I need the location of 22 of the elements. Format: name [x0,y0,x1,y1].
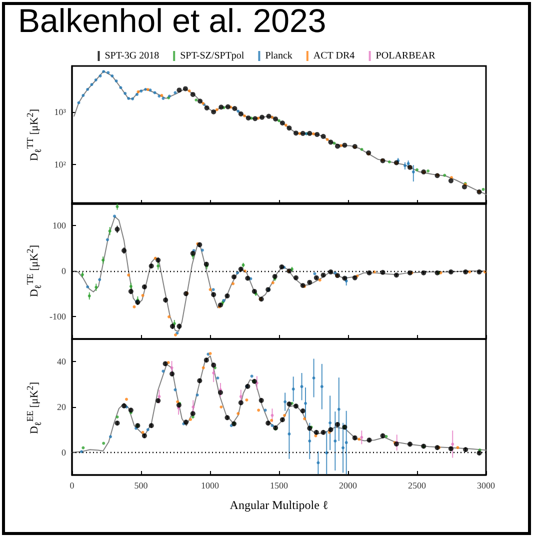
x-tick-label: 1000 [201,480,220,490]
y-tick-label: 100 [52,220,66,231]
legend-label: SPT-SZ/SPTpol [180,50,244,62]
y-tick-label: 0 [62,447,66,458]
x-axis-title: Angular Multipole ℓ [230,498,328,512]
y-tick-label: 40 [57,356,66,367]
x-tick-label: 1500 [270,480,288,490]
legend-label: POLARBEAR [376,50,436,62]
legend-label: Planck [265,50,292,62]
y-tick-label: 20 [57,402,66,412]
x-tick-label: 500 [134,480,148,490]
x-tick-label: 0 [70,480,75,490]
x-tick-label: 2500 [408,480,426,490]
y-tick-label: 10³ [54,106,66,117]
x-tick-label: 3000 [477,480,496,490]
y-tick-label: 10² [54,160,66,170]
chart-title: Balkenhol et al. 2023 [18,2,326,40]
y-tick-label: -100 [50,311,66,322]
x-tick-label: 2000 [339,480,358,490]
y-tick-label: 0 [62,266,66,276]
legend-label: ACT DR4 [313,50,355,62]
legend-label: SPT-3G 2018 [104,50,160,62]
